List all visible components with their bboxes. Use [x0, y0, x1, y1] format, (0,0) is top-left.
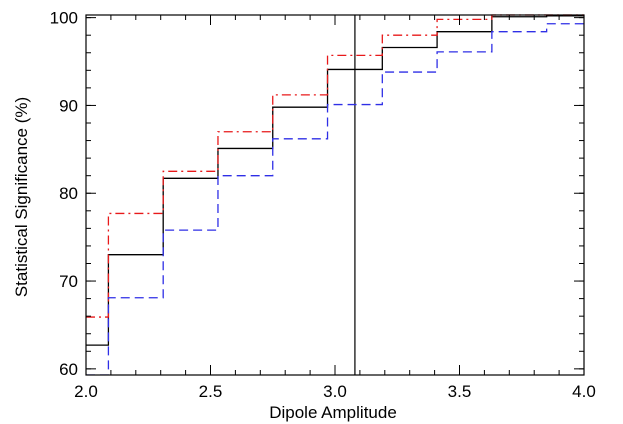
x-axis-label: Dipole Amplitude — [269, 403, 397, 422]
y-tick-label: 70 — [59, 272, 78, 291]
x-tick-label: 2.5 — [199, 382, 223, 401]
y-tick-label: 90 — [59, 96, 78, 115]
x-tick-label: 2.0 — [74, 382, 98, 401]
series-line-dash-dot — [86, 14, 584, 318]
axes: 2.0 2.5 3.0 3.5 4.0 60 70 80 90 100 — [50, 9, 596, 401]
series-line-dashed — [86, 23, 584, 375]
y-tick-label: 100 — [50, 9, 78, 28]
x-tick-label: 3.5 — [448, 382, 472, 401]
x-tick-label: 3.0 — [323, 382, 347, 401]
series-group — [86, 14, 584, 375]
y-tick-label: 60 — [59, 360, 78, 379]
y-axis-label: Statistical Significance (%) — [12, 97, 31, 297]
x-tick-label: 4.0 — [572, 382, 596, 401]
series-line-solid — [86, 15, 584, 346]
y-tick-label: 80 — [59, 184, 78, 203]
